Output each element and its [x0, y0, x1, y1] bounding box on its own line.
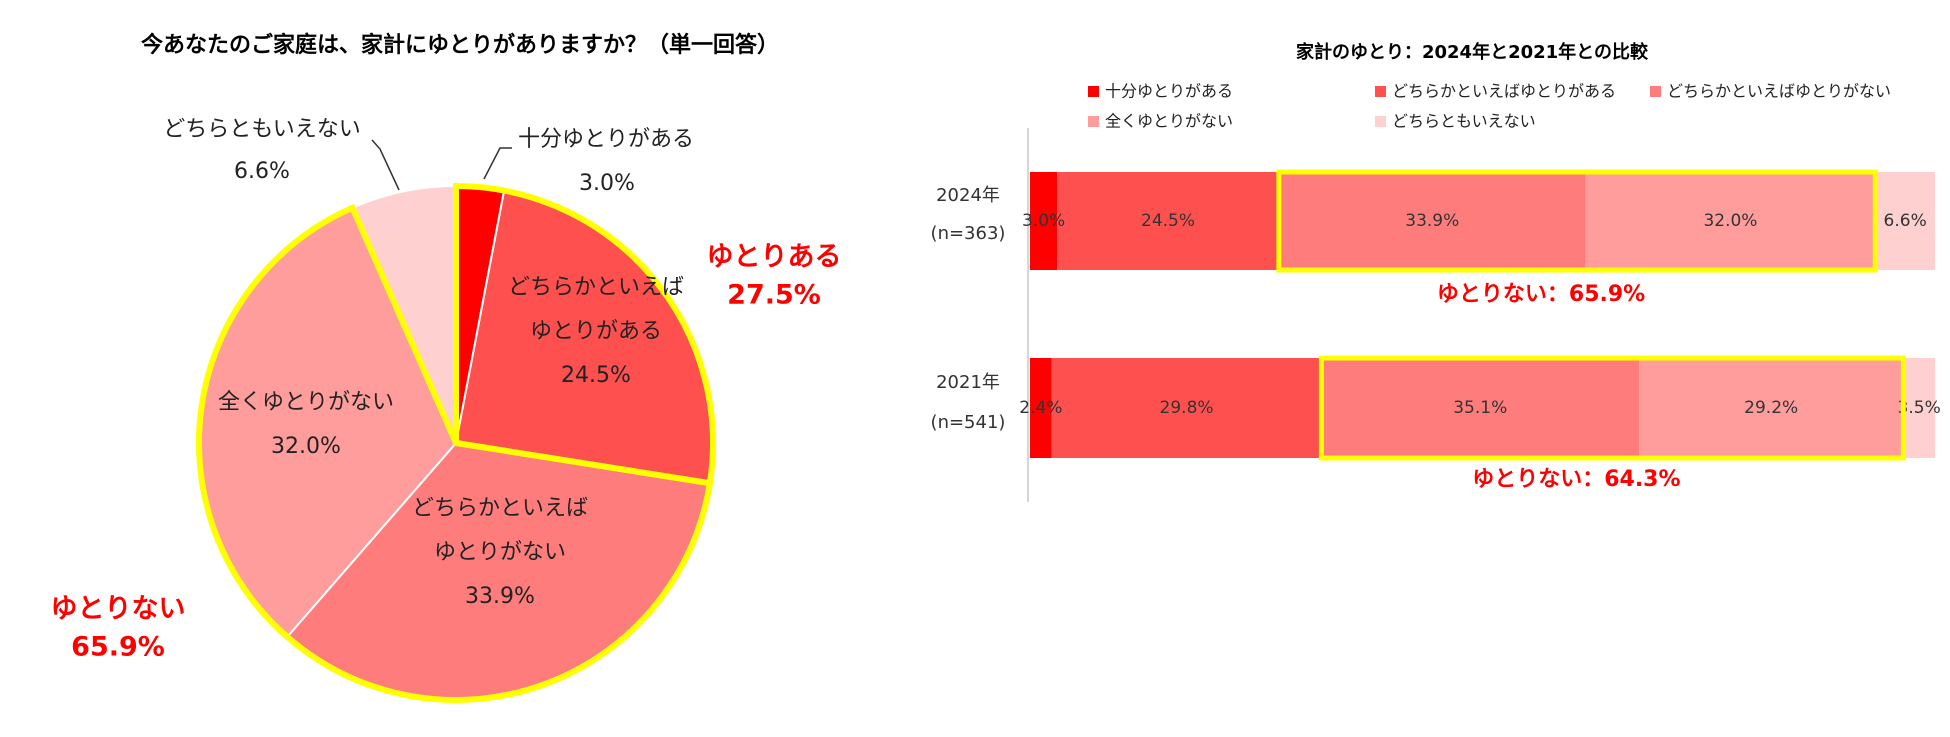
bar-segment-label: 3.5% [1898, 398, 1941, 418]
pie-group-annotation-label: ゆとりある [707, 242, 842, 273]
legend-label: 十分ゆとりがある [1105, 82, 1233, 101]
pie-slice-value: 32.0% [271, 434, 341, 459]
pie-slice-label: ゆとりがない [434, 540, 566, 565]
pie-chart: 今あなたのご家庭は、家計にゆとりがありますか？（単一回答） どちらかといえばゆと… [51, 32, 842, 703]
bar-segment [1639, 358, 1904, 458]
pie-chart-title: 今あなたのご家庭は、家計にゆとりがありますか？（単一回答） [141, 32, 779, 58]
bar-highlight-box [1318, 355, 1906, 461]
pie-slices [198, 184, 714, 701]
bar-group-annotation: ゆとりない：64.3% [1472, 467, 1680, 492]
pie-slice-value: 6.6% [234, 159, 290, 184]
pie-labels: どちらかといえばゆとりがある24.5%どちらかといえばゆとりがない33.9%全く… [163, 117, 694, 609]
pie-slice-label: どちらかといえば [412, 496, 588, 521]
pie-group-annotation-value: 65.9% [71, 632, 165, 663]
bar-segment-label: 3.0% [1022, 211, 1065, 231]
legend-label: どちらかといえばゆとりがある [1392, 82, 1616, 101]
bar-category-year: 2024年 [936, 185, 1000, 206]
bar-segment-label: 32.0% [1703, 211, 1757, 231]
legend-swatch [1650, 86, 1661, 97]
pie-slice-value: 24.5% [561, 363, 631, 388]
legend-label: どちらかといえばゆとりがない [1667, 82, 1891, 101]
pie-slice-label: 十分ゆとりがある [518, 127, 694, 152]
pie-slice-label: どちらかといえば [508, 275, 684, 300]
bar-segment-label: 29.2% [1744, 398, 1798, 418]
bar-group-annotation: ゆとりない：65.9% [1437, 282, 1645, 307]
bar-category-n: (n=541) [931, 412, 1006, 433]
bar-segment [1278, 172, 1586, 270]
bar-category-n: (n=363) [931, 223, 1006, 244]
pie-leader-line [483, 147, 512, 180]
bar-segment-label: 35.1% [1453, 398, 1507, 418]
bar-segment [1030, 358, 1052, 458]
pie-slice-label: 全くゆとりがない [218, 390, 394, 415]
bar-row: 2021年 (n=541) 2.4% 29.8% 35.1% 29.2% 3.5% ゆとりない… [931, 355, 1941, 492]
bar-row: 2024年 (n=363) 3.0% 24.5% 33.9% 32.0% 6.6% ゆとりない… [931, 169, 1935, 307]
pie-leader-line [371, 139, 400, 191]
bar-segment [1585, 172, 1876, 270]
bar-legend: 十分ゆとりがある どちらかといえばゆとりがある どちらかといえばゆとりがない全くゆと… [1088, 82, 1891, 131]
pie-group-annotation-label: ゆとりない [51, 594, 186, 625]
legend-swatch [1375, 116, 1386, 127]
pie-highlight-outlines [196, 182, 716, 703]
bar-segment [1051, 358, 1322, 458]
legend-label: どちらともいえない [1392, 112, 1536, 131]
legend-swatch [1088, 86, 1099, 97]
bar-highlight-box [1276, 169, 1878, 273]
legend-swatch [1375, 86, 1386, 97]
pie-highlight-outline [196, 203, 714, 703]
pie-highlight-outline [453, 182, 716, 487]
legend-swatch [1088, 116, 1099, 127]
bar-category-year: 2021年 [936, 372, 1000, 393]
bar-segment [1875, 172, 1935, 270]
bar-segment-label: 24.5% [1141, 211, 1195, 231]
legend-label: 全くゆとりがない [1105, 112, 1233, 131]
pie-slice-value: 33.9% [465, 584, 535, 609]
bar-segment-label: 33.9% [1405, 211, 1459, 231]
bar-segment [1030, 172, 1058, 270]
bar-segment-label: 29.8% [1160, 398, 1214, 418]
bar-segment-label: 2.4% [1019, 398, 1062, 418]
pie-slice-label: どちらともいえない [163, 117, 361, 142]
bar-segment [1903, 358, 1935, 458]
pie-annotations: ゆとりある 27.5% ゆとりない 65.9% [51, 242, 842, 663]
pie-group-annotation-value: 27.5% [727, 280, 821, 311]
pie-slice-label: ゆとりがある [530, 319, 662, 344]
bar-segment-label: 6.6% [1884, 211, 1927, 231]
bar-segment [1321, 358, 1640, 458]
bar-rows: 2024年 (n=363) 3.0% 24.5% 33.9% 32.0% 6.6% ゆとりない… [931, 169, 1941, 492]
bar-segment [1057, 172, 1279, 270]
bar-chart-title: 家計のゆとり：2024年と2021年との比較 [1296, 41, 1649, 63]
pie-slice-value: 3.0% [579, 171, 635, 196]
stacked-bar-chart: 家計のゆとり：2024年と2021年との比較 十分ゆとりがある どちらかといえばゆ… [931, 41, 1941, 502]
